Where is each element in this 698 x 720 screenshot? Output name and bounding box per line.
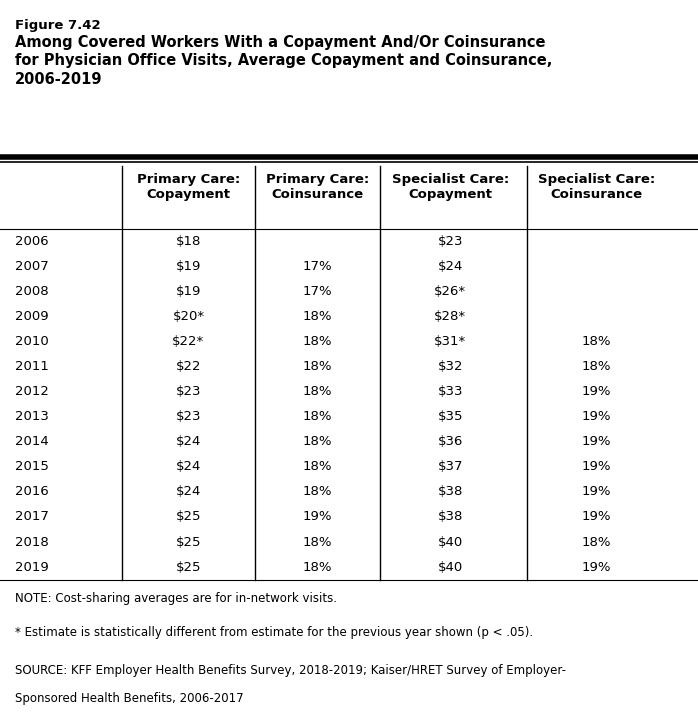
Text: Specialist Care:
Coinsurance: Specialist Care: Coinsurance [538,173,655,202]
Text: 18%: 18% [303,536,332,549]
Text: $22*: $22* [172,335,205,348]
Text: 19%: 19% [303,510,332,523]
Text: 2015: 2015 [15,460,50,473]
Text: $25: $25 [176,510,201,523]
Text: 2016: 2016 [15,485,49,498]
Text: $37: $37 [438,460,463,473]
Text: $38: $38 [438,485,463,498]
Text: $18: $18 [176,235,201,248]
Text: 2019: 2019 [15,561,49,574]
Text: 19%: 19% [582,510,611,523]
Text: $24: $24 [176,485,201,498]
Text: Primary Care:
Copayment: Primary Care: Copayment [137,173,240,202]
Text: $19: $19 [176,260,201,273]
Text: Sponsored Health Benefits, 2006-2017: Sponsored Health Benefits, 2006-2017 [15,692,244,705]
Text: SOURCE: KFF Employer Health Benefits Survey, 2018-2019; Kaiser/HRET Survey of Em: SOURCE: KFF Employer Health Benefits Sur… [15,665,566,678]
Text: $23: $23 [176,410,201,423]
Text: 18%: 18% [303,385,332,398]
Text: $32: $32 [438,360,463,373]
Text: 19%: 19% [582,460,611,473]
Text: 2017: 2017 [15,510,50,523]
Text: 18%: 18% [303,460,332,473]
Text: $33: $33 [438,385,463,398]
Text: 2007: 2007 [15,260,49,273]
Text: $38: $38 [438,510,463,523]
Text: $31*: $31* [434,335,466,348]
Text: 18%: 18% [303,360,332,373]
Text: 19%: 19% [582,385,611,398]
Text: 17%: 17% [303,260,332,273]
Text: $24: $24 [176,460,201,473]
Text: $25: $25 [176,561,201,574]
Text: 2013: 2013 [15,410,50,423]
Text: Primary Care:
Coinsurance: Primary Care: Coinsurance [266,173,369,202]
Text: 18%: 18% [303,561,332,574]
Text: 19%: 19% [582,436,611,449]
Text: 17%: 17% [303,285,332,298]
Text: 19%: 19% [582,485,611,498]
Text: Among Covered Workers With a Copayment And/Or Coinsurance
for Physician Office V: Among Covered Workers With a Copayment A… [15,35,553,87]
Text: $36: $36 [438,436,463,449]
Text: $24: $24 [438,260,463,273]
Text: $20*: $20* [172,310,205,323]
Text: $22: $22 [176,360,201,373]
Text: $23: $23 [176,385,201,398]
Text: 2014: 2014 [15,436,49,449]
Text: NOTE: Cost-sharing averages are for in-network visits.: NOTE: Cost-sharing averages are for in-n… [15,592,337,605]
Text: 18%: 18% [303,410,332,423]
Text: 18%: 18% [582,360,611,373]
Text: $23: $23 [438,235,463,248]
Text: 18%: 18% [303,485,332,498]
Text: 2008: 2008 [15,285,49,298]
Text: $40: $40 [438,536,463,549]
Text: 2018: 2018 [15,536,49,549]
Text: 2006: 2006 [15,235,49,248]
Text: 2011: 2011 [15,360,50,373]
Text: 18%: 18% [303,310,332,323]
Text: $28*: $28* [434,310,466,323]
Text: $25: $25 [176,536,201,549]
Text: 19%: 19% [582,410,611,423]
Text: $24: $24 [176,436,201,449]
Text: 2012: 2012 [15,385,50,398]
Text: 19%: 19% [582,561,611,574]
Text: $40: $40 [438,561,463,574]
Text: $35: $35 [438,410,463,423]
Text: 2010: 2010 [15,335,49,348]
Text: Specialist Care:
Copayment: Specialist Care: Copayment [392,173,509,202]
Text: 18%: 18% [582,536,611,549]
Text: 2009: 2009 [15,310,49,323]
Text: $19: $19 [176,285,201,298]
Text: 18%: 18% [303,436,332,449]
Text: Figure 7.42: Figure 7.42 [15,19,101,32]
Text: $26*: $26* [434,285,466,298]
Text: 18%: 18% [582,335,611,348]
Text: * Estimate is statistically different from estimate for the previous year shown : * Estimate is statistically different fr… [15,626,533,639]
Text: 18%: 18% [303,335,332,348]
